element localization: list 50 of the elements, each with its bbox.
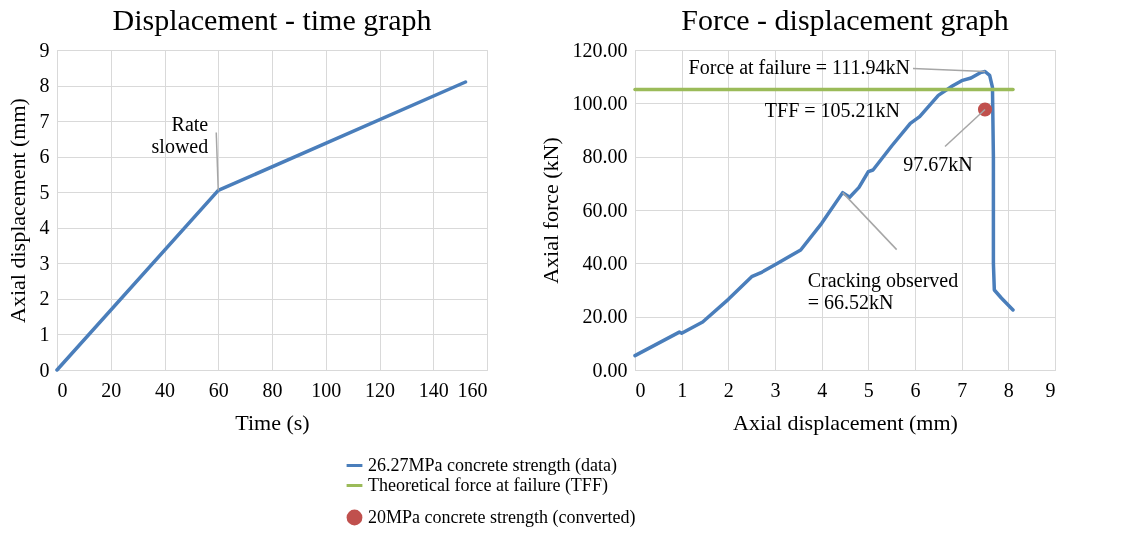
annotation: TFF = 105.21kN	[764, 99, 900, 122]
y-tick-label: 40.00	[582, 251, 628, 274]
y-tick-label: 6	[39, 145, 50, 168]
y-tick-label: 7	[39, 109, 50, 132]
x-tick-label: 2	[723, 378, 734, 401]
x-tick-label: 3	[770, 378, 781, 401]
annotation: 97.67kN	[903, 152, 973, 175]
x-tick-label: 100	[311, 378, 342, 401]
annotation: Rate slowed	[151, 113, 209, 158]
y-axis-title: Axial force (kN)	[537, 137, 563, 284]
x-tick-label: 60	[208, 378, 229, 401]
x-tick-label: 8	[1003, 378, 1014, 401]
y-tick-label: 8	[39, 74, 50, 97]
x-tick-label: 1	[677, 378, 688, 401]
y-tick-label: 0.00	[592, 358, 628, 381]
y-tick-label: 2	[39, 287, 50, 310]
x-tick-label: 5	[863, 378, 874, 401]
y-tick-label: 60.00	[582, 198, 628, 221]
x-tick-label: 0	[635, 378, 646, 401]
y-tick-label: 4	[39, 216, 50, 239]
y-axis-title: Axial displacement (mm)	[4, 98, 30, 323]
legend-label: 26.27MPa concrete strength (data)	[368, 454, 617, 476]
x-tick-label: 80	[262, 378, 283, 401]
x-tick-label: 160	[457, 378, 488, 401]
chart-title: Force - displacement graph	[681, 3, 1009, 36]
y-tick-label: 5	[39, 180, 50, 203]
x-tick-label: 120	[365, 378, 395, 401]
legend-label: Theoretical force at failure (TFF)	[368, 474, 608, 496]
y-tick-label: 20.00	[582, 305, 628, 328]
x-tick-label: 7	[957, 378, 968, 401]
x-tick-label: 4	[817, 378, 828, 401]
annotation: Cracking observed = 66.52kN	[807, 268, 959, 313]
y-tick-label: 0	[39, 358, 50, 381]
y-tick-label: 100.00	[572, 91, 628, 114]
x-axis-title: Axial displacement (mm)	[733, 409, 958, 435]
legend-label: 20MPa concrete strength (converted)	[368, 506, 636, 528]
annotation: Force at failure = 111.94kN	[688, 56, 910, 79]
y-tick-label: 9	[39, 38, 50, 61]
x-tick-label: 0	[57, 378, 68, 401]
x-tick-label: 140	[418, 378, 449, 401]
y-tick-label: 1	[39, 322, 50, 345]
x-tick-label: 6	[910, 378, 921, 401]
x-tick-label: 20	[101, 378, 122, 401]
x-axis-title: Time (s)	[235, 409, 310, 435]
y-tick-label: 120.00	[572, 38, 628, 61]
chart-title: Displacement - time graph	[112, 3, 432, 36]
x-tick-label: 9	[1045, 378, 1056, 401]
y-tick-label: 80.00	[582, 145, 628, 168]
y-tick-label: 3	[39, 251, 50, 274]
x-tick-label: 40	[155, 378, 175, 401]
